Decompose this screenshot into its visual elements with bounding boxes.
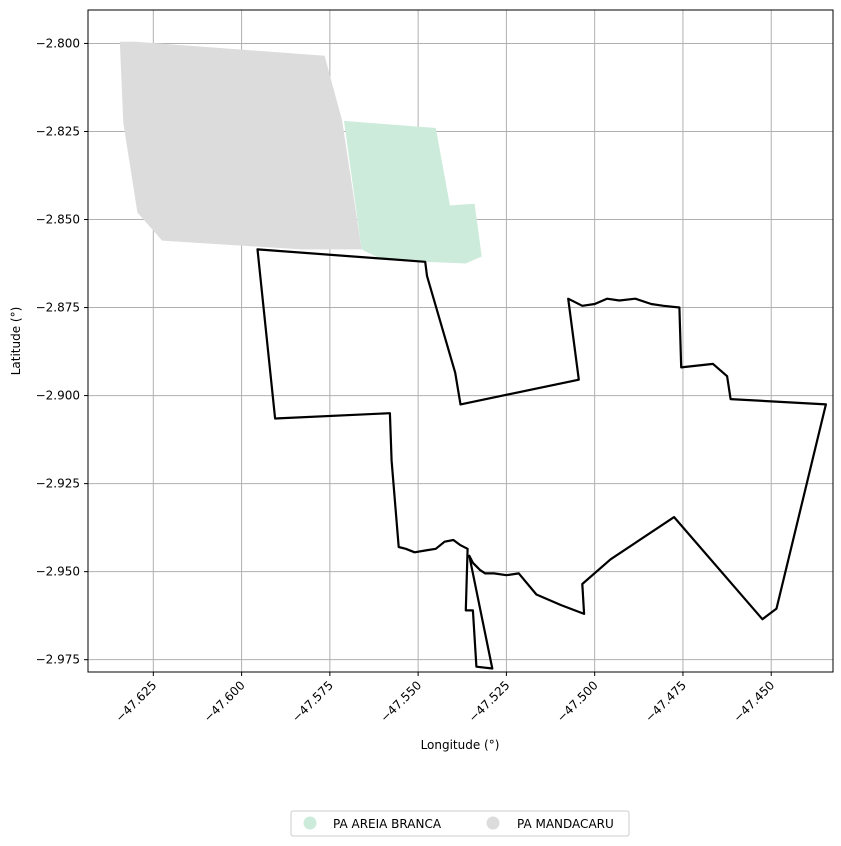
x-tick-label: −47.525 <box>466 678 513 725</box>
map-polygons <box>119 41 482 264</box>
study-area-boundary <box>256 248 828 670</box>
y-tick-label: −2.850 <box>36 213 80 227</box>
y-axis-title: Latitude (°) <box>9 307 23 376</box>
legend: PA AREIA BRANCA PA MANDACARU <box>290 810 630 837</box>
x-tick-label: −47.600 <box>201 678 248 725</box>
y-tick-label: −2.800 <box>36 36 80 50</box>
y-tick-label: −2.925 <box>36 477 80 491</box>
polygon-pa-mandacaru <box>119 41 362 250</box>
legend-label-areia-branca: PA AREIA BRANCA <box>333 817 442 831</box>
legend-marker-areia-branca <box>303 816 317 830</box>
legend-label-mandacaru: PA MANDACARU <box>517 817 614 831</box>
x-tick-label: −47.550 <box>378 678 425 725</box>
polygon-pa-areia-branca <box>344 120 482 264</box>
y-tick-label: −2.975 <box>36 653 80 667</box>
boundary-outline <box>256 248 828 670</box>
x-tick-label: −47.500 <box>554 678 601 725</box>
legend-frame <box>290 810 630 837</box>
x-tick-label: −47.450 <box>731 678 778 725</box>
y-tick-label: −2.825 <box>36 124 80 138</box>
x-tick-label: −47.475 <box>642 678 689 725</box>
plot-frame <box>87 9 834 673</box>
y-tick-label: −2.875 <box>36 301 80 315</box>
legend-marker-mandacaru <box>486 816 500 830</box>
x-tick-label: −47.575 <box>289 678 336 725</box>
y-tick-label: −2.950 <box>36 565 80 579</box>
x-axis-title: Longitude (°) <box>421 738 500 752</box>
x-tick-label: −47.625 <box>113 678 160 725</box>
y-tick-label: −2.900 <box>36 389 80 403</box>
